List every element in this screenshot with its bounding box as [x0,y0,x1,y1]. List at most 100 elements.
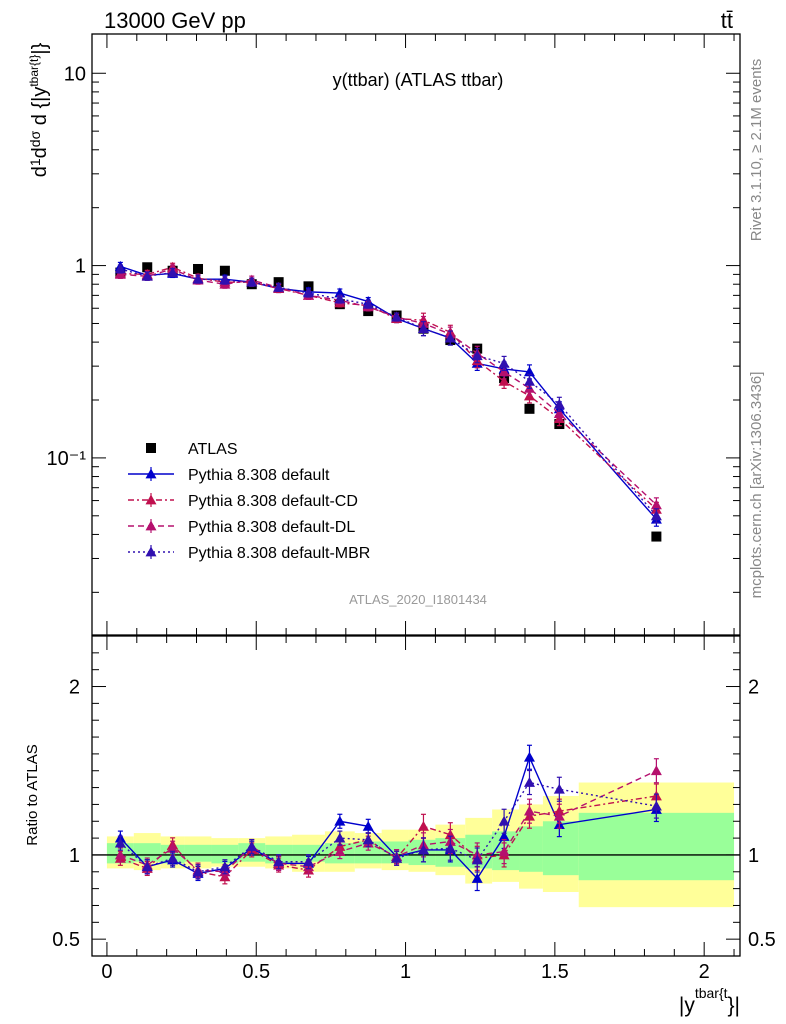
ratio-point-marker [192,866,204,877]
data-point-marker [524,403,535,414]
mc-point-marker [219,274,231,285]
mc-point-marker [334,293,346,304]
ratio-point-marker [553,783,565,794]
mc-point-marker [167,267,179,277]
ratio-axes: 0.5 0.5 1 1 2 2 0 0.5 1 1.5 2 [52,635,776,983]
x-axis-title: |ytbar{t}| [679,985,740,1017]
ratio-point-marker [523,805,535,816]
mc-point-marker [273,281,285,292]
main-axes: 10 1 10⁻¹ [47,33,741,636]
mc-point-marker [471,350,483,361]
ratio-point-marker [553,810,565,821]
main-series-group [114,260,662,542]
ratio-y-tick-label-right: 1 [748,845,759,867]
legend-item-mbr: Pythia 8.308 default-MBR [128,545,370,562]
legend-item-default: Pythia 8.308 default [128,467,330,484]
y-tick-label: 10 [64,63,86,85]
ratio-point-marker [167,842,179,853]
ratio-point-marker [246,841,258,851]
ratio-point-marker [219,861,231,872]
main-panel: y(ttbar) (ATLAS ttbar) ATLAS_2020_I18014… [27,33,741,636]
legend-marker [145,494,157,505]
x-tick-label: 0 [101,961,112,983]
ratio-y-tick-label: 0.5 [52,929,80,951]
mc-point-marker [498,375,510,386]
mc-point-marker [391,311,403,322]
mcplots-reference-label: mcplots.cern.ch [arXiv:1306.3436] [748,372,765,599]
ratio-point-marker [362,820,374,831]
y-tick-label: 10⁻¹ [47,448,87,470]
ratio-point-marker [334,832,346,843]
mc-point-marker [192,273,204,284]
y-tick-label: 1 [75,256,86,278]
legend-label: ATLAS [188,441,238,458]
ratio-point-marker [167,852,179,863]
x-tick-label: 1.5 [541,961,569,983]
legend-item-cd: Pythia 8.308 default-CD [128,493,358,510]
mc-point-marker [650,510,662,521]
band-inner-bin [184,844,212,862]
data-point-marker [219,265,230,276]
ratio-point-marker [650,800,662,811]
mc-point-marker [141,270,153,281]
plot-title: y(ttbar) (ATLAS ttbar) [333,70,504,90]
legend-label: Pythia 8.308 default-CD [188,493,358,510]
legend-marker [145,468,157,479]
band-inner-bin [578,812,735,881]
ratio-point-marker [114,837,126,848]
mc-point-marker [114,268,126,279]
ratio-series-group [114,744,662,892]
mc-point-marker [417,323,429,334]
ratio-point-marker [334,846,346,856]
ratio-point-marker [523,777,535,787]
ratio-point-marker [444,842,456,853]
rivet-version-label: Rivet 3.1.10, ≥ 2.1M events [748,59,765,242]
ratio-point-marker [498,830,510,841]
ratio-y-tick-label-right: 2 [748,677,759,699]
mc-point-marker [498,366,510,377]
band-inner-bin [519,826,543,872]
data-point-marker [142,262,153,273]
ratio-series-line [120,770,657,873]
ratio-point-marker [523,751,535,762]
ratio-y-axis-title: Ratio to ATLAS [24,744,41,845]
main-y-axis-title: d1ddσ d {|ytbar{t}|} [27,42,51,177]
x-tick-label: 2 [699,961,710,983]
series-mbr [114,263,662,524]
legend-marker [145,520,157,531]
legend-label: Pythia 8.308 default-MBR [188,545,370,562]
ratio-point-marker [498,815,510,826]
mc-point-marker [650,499,662,510]
main-frame [91,33,741,636]
svg-text:|ytbar{t}|: |ytbar{t}| [679,985,740,1017]
band-inner-bin [133,843,161,862]
ratio-point-marker [417,820,429,831]
y-axis-title-fraction: d [29,166,51,177]
x-tick-label: 0.5 [242,961,270,983]
mc-point-marker [362,298,374,309]
data-point-marker [193,263,204,274]
mc-point-marker [498,357,510,368]
analysis-watermark: ATLAS_2020_I1801434 [349,592,487,607]
data-point-marker [651,531,662,542]
ratio-series-line [119,755,657,880]
ratio-point-marker [302,856,314,867]
ratio-y-tick-label-right: 0.5 [748,929,776,951]
ratio-point-marker [362,834,374,845]
mc-point-marker [553,408,565,418]
legend-marker [145,546,157,557]
band-inner-bin [292,844,325,862]
data-point-marker [303,281,314,292]
mc-point-marker [114,263,126,274]
ratio-point-marker [114,849,126,860]
mc-point-marker [523,366,535,377]
svg-text:d1ddσ d {|ytbar{t}|}: d1ddσ d {|ytbar{t}|} [27,42,51,177]
ratio-point-marker [417,844,429,855]
ratio-point-marker [498,846,510,856]
series-default [114,260,662,527]
ratio-y-tick-label: 2 [69,677,80,699]
legend-label: Pythia 8.308 default-DL [188,519,355,536]
ratio-point-marker [471,854,483,865]
ratio-point-marker [650,765,662,776]
